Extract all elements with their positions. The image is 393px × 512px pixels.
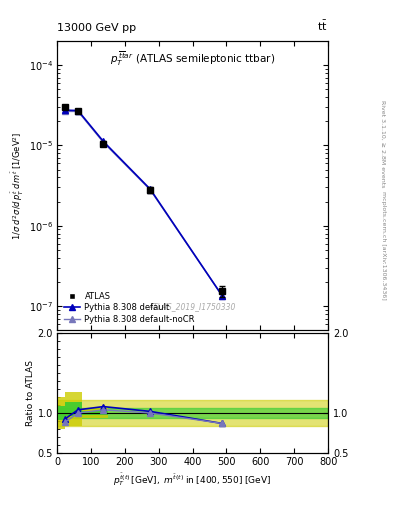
Bar bbox=[66, 392, 83, 426]
Bar bbox=[57, 408, 328, 418]
Text: ATLAS_2019_I1750330: ATLAS_2019_I1750330 bbox=[149, 303, 236, 312]
Bar bbox=[66, 402, 83, 416]
Legend: ATLAS, Pythia 8.308 default, Pythia 8.308 default-noCR: ATLAS, Pythia 8.308 default, Pythia 8.30… bbox=[61, 289, 198, 326]
Bar bbox=[83, 411, 108, 415]
X-axis label: $p_T^{\bar{t}(t)}\,[\mathrm{GeV}],\;m^{\bar{t}(t)}\;\mathrm{in}\;[400,550]\;[\ma: $p_T^{\bar{t}(t)}\,[\mathrm{GeV}],\;m^{\… bbox=[114, 472, 272, 488]
Text: Rivet 3.1.10, ≥ 2.8M events: Rivet 3.1.10, ≥ 2.8M events bbox=[381, 100, 386, 187]
Y-axis label: $1/\sigma\;d^2\sigma/d\,p_T^{\bar{t}}\,d\,m^{\bar{t}}\;[1/\mathrm{GeV}^2]$: $1/\sigma\;d^2\sigma/d\,p_T^{\bar{t}}\,d… bbox=[10, 132, 26, 240]
Bar bbox=[83, 408, 108, 418]
Bar bbox=[57, 397, 66, 429]
Text: $p_T^{\,\overline{t}\overline{t}ar}$ (ATLAS semileptonic ttbar): $p_T^{\,\overline{t}\overline{t}ar}$ (AT… bbox=[110, 50, 275, 68]
Text: $\mathrm{t\bar{t}}$: $\mathrm{t\bar{t}}$ bbox=[318, 19, 328, 33]
Bar bbox=[57, 406, 66, 420]
Text: mcplots.cern.ch [arXiv:1306.3436]: mcplots.cern.ch [arXiv:1306.3436] bbox=[381, 191, 386, 300]
Text: 13000 GeV pp: 13000 GeV pp bbox=[57, 23, 136, 33]
Y-axis label: Ratio to ATLAS: Ratio to ATLAS bbox=[26, 360, 35, 426]
Bar bbox=[57, 400, 328, 426]
